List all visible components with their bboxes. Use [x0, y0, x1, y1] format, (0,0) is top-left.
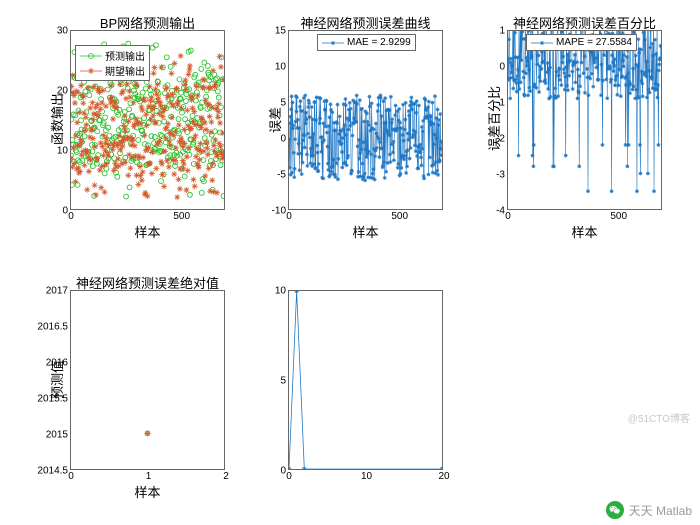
legend-item: 预测输出 — [80, 48, 145, 63]
blog-watermark-text: @51CTO博客 — [628, 414, 690, 425]
y-tick: 1 — [499, 26, 508, 37]
y-axis-label: 误差 — [265, 107, 284, 133]
x-axis-label: 样本 — [508, 222, 661, 241]
subplot-sp3: 神经网络预测误差百分比样本误差百分比0500-4-3-2-101MAPE = 2… — [507, 30, 662, 210]
legend: MAPE = 27.5584 — [526, 34, 637, 51]
x-axis-label: 样本 — [71, 482, 224, 501]
y-tick: 2015 — [46, 430, 71, 441]
y-tick: -1 — [496, 98, 508, 109]
legend: MAE = 2.9299 — [317, 34, 416, 51]
y-tick: 2017 — [46, 286, 71, 297]
y-tick: 0 — [62, 206, 71, 217]
y-tick: -5 — [277, 170, 289, 181]
y-tick: 0 — [280, 466, 289, 477]
y-tick: 10 — [57, 146, 71, 157]
wechat-icon — [606, 501, 624, 519]
y-tick: -3 — [496, 170, 508, 181]
y-tick: 10 — [275, 62, 289, 73]
chart-title: 神经网络预测误差曲线 — [289, 13, 442, 32]
legend-item: MAPE = 27.5584 — [531, 37, 632, 48]
y-tick: 15 — [275, 26, 289, 37]
y-tick: -2 — [496, 134, 508, 145]
subplot-sp1: BP网络预测输出样本函数输出05000102030预测输出期望输出 — [70, 30, 225, 210]
y-tick: -4 — [496, 206, 508, 217]
y-tick: 5 — [280, 98, 289, 109]
x-tick: 20 — [438, 469, 449, 482]
y-tick: 5 — [280, 376, 289, 387]
chart-title: 神经网络预测误差百分比 — [508, 13, 661, 32]
y-tick: 2016.5 — [37, 322, 71, 333]
y-tick: 2014.5 — [37, 466, 71, 477]
legend-item: 期望输出 — [80, 63, 145, 78]
x-tick: 10 — [361, 469, 372, 482]
y-tick: 30 — [57, 26, 71, 37]
y-tick: 10 — [275, 286, 289, 297]
chart-title: 神经网络预测误差绝对值 — [71, 273, 224, 292]
wechat-watermark: 天天 Matlab — [606, 501, 692, 519]
blog-watermark: @51CTO博客 — [628, 410, 690, 425]
y-tick: 20 — [57, 86, 71, 97]
legend-item: MAE = 2.9299 — [322, 37, 411, 48]
x-tick: 500 — [610, 209, 627, 222]
x-tick: 500 — [391, 209, 408, 222]
y-tick: 0 — [499, 62, 508, 73]
figure: BP网络预测输出样本函数输出05000102030预测输出期望输出神经网络预测误… — [0, 0, 700, 525]
x-tick: 2 — [223, 469, 229, 482]
subplot-sp2: 神经网络预测误差曲线样本误差0500-10-5051015MAE = 2.929… — [288, 30, 443, 210]
x-axis-label: 样本 — [71, 222, 224, 241]
chart-title: BP网络预测输出 — [71, 13, 224, 32]
y-tick: 0 — [280, 134, 289, 145]
y-axis-label: 函数输出 — [47, 93, 66, 145]
x-tick: 1 — [146, 469, 152, 482]
x-axis-label: 样本 — [289, 222, 442, 241]
legend: 预测输出期望输出 — [75, 45, 150, 81]
y-tick: -10 — [272, 206, 289, 217]
subplot-sp5: 010200510 — [288, 290, 443, 470]
subplot-sp4: 神经网络预测误差绝对值样本预测值0122014.520152015.520162… — [70, 290, 225, 470]
watermark-text: 天天 Matlab — [629, 502, 692, 519]
x-tick: 500 — [173, 209, 190, 222]
y-tick: 2015.5 — [37, 394, 71, 405]
y-tick: 2016 — [46, 358, 71, 369]
